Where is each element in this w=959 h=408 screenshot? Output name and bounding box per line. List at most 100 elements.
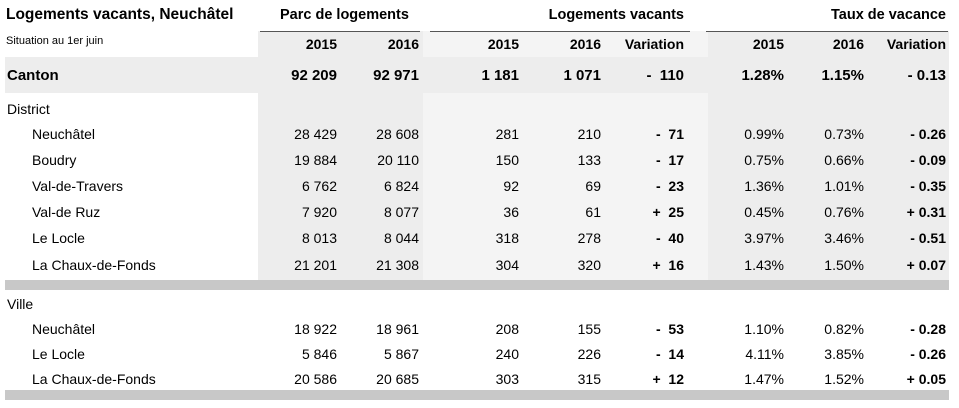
cell-taux2015: 0.99% (744, 126, 784, 142)
row-label: La Chaux-de-Fonds (32, 371, 156, 387)
cell-taux2016: 1.52% (824, 371, 864, 387)
cell-taux2015: 4.11% (745, 346, 784, 362)
cell-vac2016: 133 (577, 152, 601, 168)
cell-taux2016: 0.76% (824, 204, 864, 220)
cell-tauxVar: - 0.13 (907, 67, 946, 84)
group-rule-parc (260, 31, 420, 32)
table-row: La Chaux-de-Fonds 21 201 21 308 304 320 + 16 1… (0, 253, 959, 278)
cell-vacVar: - 40 (655, 230, 684, 246)
section-separator (5, 280, 949, 290)
row-label: Le Locle (32, 346, 85, 362)
cell-vac2015: 36 (503, 204, 519, 220)
cell-vac2016: 210 (577, 126, 601, 142)
year-header: 2016 (387, 36, 419, 52)
cell-parc2015: 6 762 (301, 178, 337, 194)
cell-taux2016: 1.01% (824, 178, 864, 194)
cell-parc2016: 8 044 (383, 230, 419, 246)
cell-tauxVar: - 0.28 (910, 321, 946, 337)
cell-vac2015: 150 (495, 152, 519, 168)
cell-vacVar: - 110 (646, 67, 684, 84)
cell-taux2015: 1.28% (741, 67, 784, 84)
group-rule-taux (706, 31, 948, 32)
cell-taux2015: 3.97% (744, 230, 784, 246)
cell-tauxVar: - 0.35 (910, 178, 946, 194)
year-header: 2015 (752, 36, 784, 52)
cell-vacVar: - 23 (655, 178, 684, 194)
table-row: Val-de-Travers 6 762 6 824 92 69 - 23 1.36% 1.0… (0, 174, 959, 199)
cell-vac2016: 315 (577, 371, 601, 387)
row-label: Canton (7, 67, 59, 84)
row-label: La Chaux-de-Fonds (32, 257, 156, 273)
cell-taux2016: 3.85% (824, 346, 864, 362)
cell-parc2015: 7 920 (301, 204, 337, 220)
cell-parc2015: 18 922 (294, 321, 337, 337)
cell-vac2015: 281 (495, 126, 519, 142)
cell-taux2015: 1.10% (744, 321, 784, 337)
cell-taux2015: 0.45% (744, 204, 784, 220)
cell-parc2015: 92 209 (291, 67, 337, 84)
year-header: 2015 (487, 36, 519, 52)
cell-parc2015: 28 429 (294, 126, 337, 142)
cell-taux2016: 1.50% (824, 257, 864, 273)
cell-vac2015: 240 (495, 346, 519, 362)
cell-tauxVar: + 0.05 (906, 371, 946, 387)
group-header-vacants: Logements vacants (548, 7, 684, 23)
table-row: Neuchâtel 28 429 28 608 281 210 - 71 0.99% 0.73… (0, 122, 959, 147)
cell-vac2015: 92 (503, 178, 519, 194)
cell-tauxVar: - 0.26 (910, 126, 946, 142)
cell-taux2015: 1.43% (744, 257, 784, 273)
cell-tauxVar: - 0.51 (910, 230, 946, 246)
canton-band (5, 57, 949, 93)
cell-taux2015: 0.75% (744, 152, 784, 168)
cell-parc2015: 20 586 (294, 371, 337, 387)
cell-vac2016: 226 (577, 346, 601, 362)
year-header: 2016 (569, 36, 601, 52)
cell-taux2016: 1.15% (821, 67, 864, 84)
cell-parc2016: 6 824 (383, 178, 419, 194)
cell-parc2015: 21 201 (294, 257, 337, 273)
cell-vacVar: - 14 (655, 346, 684, 362)
table-row: Neuchâtel 18 922 18 961 208 155 - 53 1.10% 0.82… (0, 317, 959, 342)
row-label: Boudry (32, 152, 77, 168)
cell-vac2016: 278 (577, 230, 601, 246)
cell-taux2016: 3.46% (824, 230, 864, 246)
cell-parc2016: 92 971 (373, 67, 419, 84)
table-subtitle: Situation au 1er juin (6, 35, 104, 47)
row-label: Neuchâtel (32, 321, 96, 337)
cell-vacVar: + 25 (652, 204, 684, 220)
cell-parc2015: 8 013 (301, 230, 337, 246)
cell-parc2016: 8 077 (383, 204, 419, 220)
cell-vacVar: + 12 (652, 371, 684, 387)
group-rule-vacants (430, 31, 690, 32)
variation-header: Variation (886, 36, 946, 52)
table-row: Val-de Ruz 7 920 8 077 36 61 + 25 0.45% 0.76% + … (0, 200, 959, 225)
section-row: Ville (0, 292, 959, 317)
row-label: Le Locle (32, 230, 85, 246)
table-row: Le Locle 5 846 5 867 240 226 - 14 4.11% 3.85% - … (0, 342, 959, 367)
cell-vac2015: 318 (495, 230, 519, 246)
cell-taux2016: 0.82% (824, 321, 864, 337)
cell-vac2016: 69 (585, 178, 601, 194)
cell-taux2016: 0.73% (824, 126, 864, 142)
cell-vac2015: 304 (495, 257, 519, 273)
row-label: Val-de-Travers (32, 178, 124, 194)
canton-row: Canton 92 209 92 971 1 181 1 071 - 110 1.28% 1.… (0, 63, 959, 88)
cell-taux2016: 0.66% (824, 152, 864, 168)
row-label: Neuchâtel (32, 126, 96, 142)
table-row: Boudry 19 884 20 110 150 133 - 17 0.75% 0.66% - … (0, 148, 959, 173)
row-label: Ville (7, 296, 34, 312)
cell-vacVar: - 71 (655, 126, 684, 142)
cell-vacVar: - 17 (655, 152, 684, 168)
group-header-parc: Parc de logements (280, 7, 409, 23)
year-header: 2015 (305, 36, 337, 52)
cell-vacVar: + 16 (652, 257, 684, 273)
cell-parc2016: 28 608 (376, 126, 419, 142)
cell-vac2016: 320 (577, 257, 601, 273)
cell-vacVar: - 53 (655, 321, 684, 337)
row-label: Val-de Ruz (32, 204, 101, 220)
cell-vac2016: 1 071 (563, 67, 601, 84)
cell-vac2015: 303 (495, 371, 519, 387)
cell-parc2016: 20 685 (376, 371, 419, 387)
cell-parc2016: 21 308 (376, 257, 419, 273)
group-header-taux: Taux de vacance (831, 7, 946, 23)
